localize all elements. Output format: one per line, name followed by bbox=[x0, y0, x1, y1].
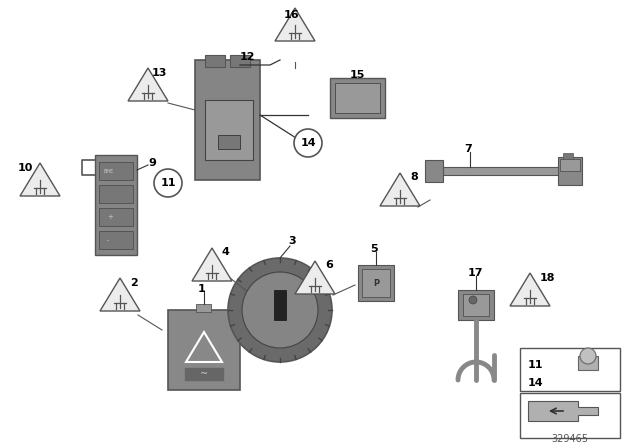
Bar bbox=[95, 155, 137, 255]
Bar bbox=[195, 60, 260, 180]
Bar bbox=[520, 348, 620, 391]
Text: BHE: BHE bbox=[103, 168, 113, 173]
Text: 11: 11 bbox=[160, 178, 176, 188]
Circle shape bbox=[580, 348, 596, 364]
Polygon shape bbox=[380, 173, 420, 206]
Circle shape bbox=[242, 272, 318, 348]
Bar bbox=[520, 393, 620, 438]
Bar bbox=[563, 153, 573, 159]
Text: P: P bbox=[373, 279, 379, 288]
Polygon shape bbox=[20, 163, 60, 196]
Text: 3: 3 bbox=[288, 236, 296, 246]
Bar bbox=[430, 167, 560, 175]
Text: 11: 11 bbox=[528, 360, 543, 370]
Bar bbox=[463, 294, 489, 316]
Bar bbox=[168, 310, 240, 390]
Bar bbox=[230, 55, 250, 67]
Bar bbox=[358, 265, 394, 301]
Text: 1: 1 bbox=[198, 284, 205, 294]
Polygon shape bbox=[100, 278, 140, 311]
Bar bbox=[560, 159, 580, 171]
Bar bbox=[558, 157, 582, 185]
Text: 14: 14 bbox=[300, 138, 316, 148]
Bar bbox=[218, 135, 240, 149]
Circle shape bbox=[154, 169, 182, 197]
Bar bbox=[335, 83, 380, 113]
Bar bbox=[99, 231, 133, 249]
Circle shape bbox=[469, 296, 477, 304]
Text: -: - bbox=[107, 237, 109, 243]
Polygon shape bbox=[510, 273, 550, 306]
Text: 10: 10 bbox=[18, 163, 33, 173]
Text: 6: 6 bbox=[325, 260, 333, 270]
Text: +: + bbox=[107, 214, 113, 220]
Bar bbox=[99, 208, 133, 226]
Bar bbox=[205, 100, 253, 160]
Text: 14: 14 bbox=[528, 378, 543, 388]
Text: 17: 17 bbox=[468, 268, 483, 278]
Text: 16: 16 bbox=[284, 10, 300, 20]
Text: 12: 12 bbox=[240, 52, 255, 62]
Bar bbox=[99, 185, 133, 203]
Polygon shape bbox=[275, 8, 315, 41]
Bar bbox=[458, 290, 494, 320]
Bar bbox=[274, 290, 286, 320]
Bar bbox=[205, 55, 225, 67]
Text: 2: 2 bbox=[130, 278, 138, 288]
Bar bbox=[196, 304, 211, 312]
Text: ~: ~ bbox=[200, 369, 208, 379]
Text: 15: 15 bbox=[350, 70, 365, 80]
Bar bbox=[330, 78, 385, 118]
Polygon shape bbox=[295, 261, 335, 294]
Bar bbox=[184, 367, 224, 381]
Text: 9: 9 bbox=[148, 158, 156, 168]
Polygon shape bbox=[128, 68, 168, 101]
Text: 8: 8 bbox=[410, 172, 418, 182]
Polygon shape bbox=[528, 401, 598, 421]
Bar bbox=[362, 269, 390, 297]
Text: 5: 5 bbox=[370, 244, 378, 254]
Polygon shape bbox=[192, 248, 232, 281]
Text: 7: 7 bbox=[464, 144, 472, 154]
Bar bbox=[425, 160, 443, 182]
Text: 4: 4 bbox=[222, 247, 230, 257]
Bar bbox=[578, 356, 598, 370]
Circle shape bbox=[294, 129, 322, 157]
Text: 329465: 329465 bbox=[552, 434, 589, 444]
Circle shape bbox=[228, 258, 332, 362]
Text: 13: 13 bbox=[152, 68, 168, 78]
Bar bbox=[99, 162, 133, 180]
Text: 18: 18 bbox=[540, 273, 556, 283]
